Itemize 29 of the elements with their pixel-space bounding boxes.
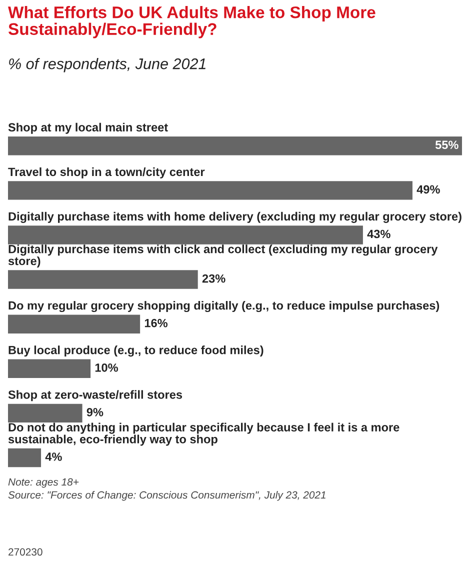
bar [8,448,42,468]
bar [8,181,412,200]
data-label: 10% [95,363,118,372]
bar [8,359,91,378]
y-tick-label: Digitally purchase items with home delivery (excluding my regular grocery store) [8,212,462,223]
y-tick-label: Do my regular grocery shopping digitally (e.g., to reduce impulse purchases) [8,301,440,312]
chart-title: What Efforts Do UK Adults Make to Shop More Sustainably/Eco-Friendly? [8,6,376,38]
y-tick-label: Buy local produce (e.g., to reduce food miles) [8,346,264,357]
data-label: 16% [144,318,168,328]
bar [8,404,82,423]
data-label: 49% [416,185,440,194]
chart-subtitle: % of respondents, June 2021 [9,58,206,72]
text: 270230 [8,548,42,556]
data-label: 43% [367,230,390,238]
bar [8,314,140,334]
data-label: 55% [435,140,458,150]
y-tick-label: Shop at my local main street [8,122,168,134]
source-note: Source: "Forces of Change: Conscious Consumerism", July 23, 2021 [8,491,326,501]
y-tick-label: Digitally purchase items with click and collect (excluding my regular grocery store) [8,244,438,268]
data-label: 4% [45,452,62,461]
data-label: 23% [202,274,226,283]
y-tick-label: Travel to shop in a town/city center [8,167,205,178]
text: Note: ages 18+ [8,478,79,488]
y-tick-label: Shop at zero-waste/refill stores [8,390,182,402]
data-label: 9% [86,408,104,416]
bar [8,270,198,289]
y-tick-label: Do not do anything in particular specifically because I feel it is a more sustainable, eco-friendly way to shop [8,422,400,446]
bar [8,226,363,244]
bar [8,136,462,156]
